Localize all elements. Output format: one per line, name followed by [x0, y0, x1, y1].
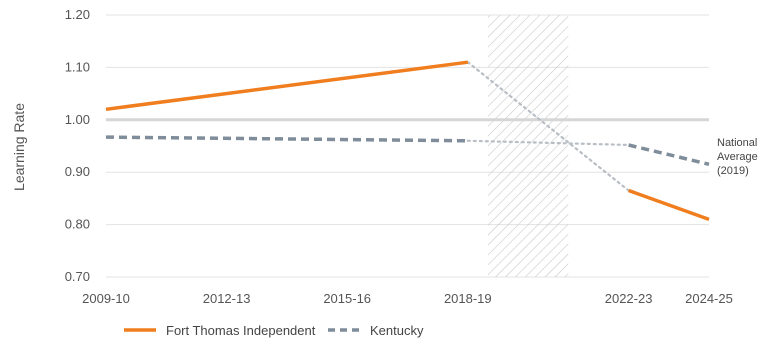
x-tick-label: 2022-23 [605, 291, 653, 306]
y-tick-label: 1.00 [65, 112, 90, 127]
y-axis-ticks: 0.70 0.80 0.90 1.00 1.10 1.20 [65, 7, 90, 284]
reference-label: National Average (2019) [717, 137, 758, 177]
reference-label-line: (2019) [717, 165, 749, 177]
series-lines [105, 60, 710, 222]
y-tick-label: 0.70 [65, 269, 90, 284]
x-axis-ticks: 2009-10 2012-13 2015-16 2018-19 2022-23 2024-… [82, 291, 733, 306]
series-line-fort-thomas-independent [105, 60, 469, 112]
y-tick-label: 1.10 [65, 59, 90, 74]
grid [106, 14, 709, 278]
y-axis-title: Learning Rate [11, 103, 27, 191]
series-gap-connector [466, 61, 630, 192]
series-line-fort-thomas-independent [628, 188, 710, 222]
shaded-band [487, 15, 569, 277]
series-line-kentucky [628, 143, 710, 167]
national-average-reference: National Average (2019) [106, 118, 758, 177]
disruption-shaded-region [487, 15, 569, 277]
x-tick-label: 2024-25 [685, 291, 733, 306]
legend-label: Kentucky [370, 323, 424, 338]
reference-label-line: National [717, 137, 757, 149]
x-tick-label: 2018-19 [444, 291, 492, 306]
reference-label-line: Average [717, 151, 758, 163]
x-tick-label: 2015-16 [323, 291, 371, 306]
y-tick-label: 0.90 [65, 164, 90, 179]
series-line-kentucky [105, 135, 468, 143]
x-tick-label: 2009-10 [82, 291, 130, 306]
legend: Fort Thomas Independent Kentucky [124, 323, 424, 338]
series-gap-connector [466, 139, 630, 147]
x-tick-label: 2012-13 [203, 291, 251, 306]
legend-label: Fort Thomas Independent [166, 323, 316, 338]
y-tick-label: 1.20 [65, 7, 90, 22]
y-tick-label: 0.80 [65, 217, 90, 232]
